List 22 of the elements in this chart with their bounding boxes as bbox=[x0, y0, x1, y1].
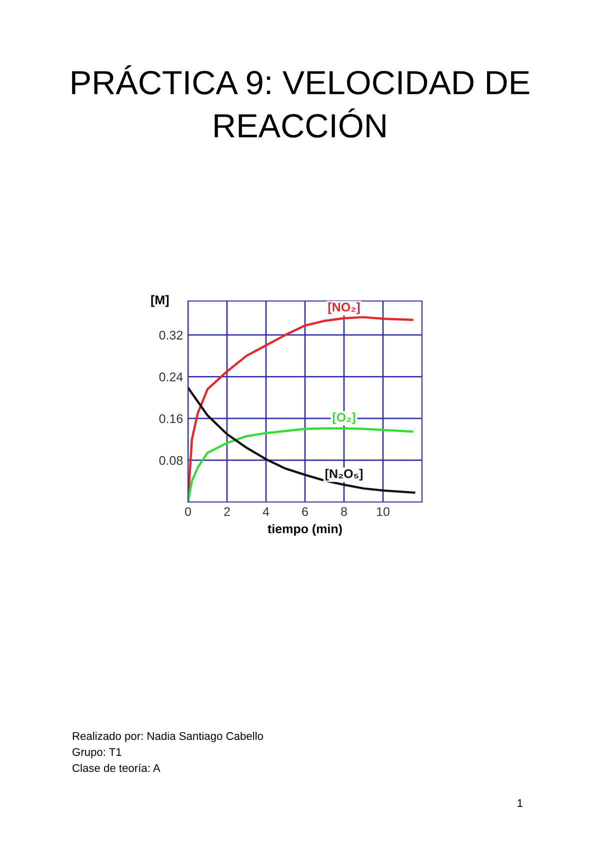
x-tick-label: 4 bbox=[262, 507, 270, 516]
text: 1 bbox=[518, 799, 522, 807]
x-tick-label: 10 bbox=[377, 507, 390, 516]
y-tick-label: 0.32 bbox=[159, 330, 183, 340]
x-tick-label: 6 bbox=[302, 507, 308, 516]
x-tick-label: 2 bbox=[224, 507, 230, 516]
text: Realizado por: Nadia Santiago Cabello bbox=[72, 732, 264, 742]
y-tick-label: 0.16 bbox=[159, 414, 183, 424]
series-label: [NO₂] bbox=[328, 302, 360, 314]
x-tick-label: 8 bbox=[341, 507, 347, 516]
text: Clase de teoría: A bbox=[72, 764, 160, 772]
series-label: [N₂O₅] bbox=[326, 468, 362, 481]
line-series bbox=[188, 386, 416, 494]
x-axis-title: tiempo (min) bbox=[268, 524, 342, 536]
chart-title: PRÁCTICA 9: VELOCIDAD DE REACCIÓN bbox=[72, 65, 530, 138]
y-axis-title: [M] bbox=[151, 295, 169, 307]
x-tick-label: 0 bbox=[185, 507, 191, 516]
y-tick-label: 0.08 bbox=[159, 456, 183, 465]
y-tick-label: 0.24 bbox=[159, 372, 183, 382]
text: Grupo: T1 bbox=[72, 748, 122, 758]
series-label: [O₂] bbox=[332, 412, 356, 424]
line-series bbox=[188, 427, 414, 502]
